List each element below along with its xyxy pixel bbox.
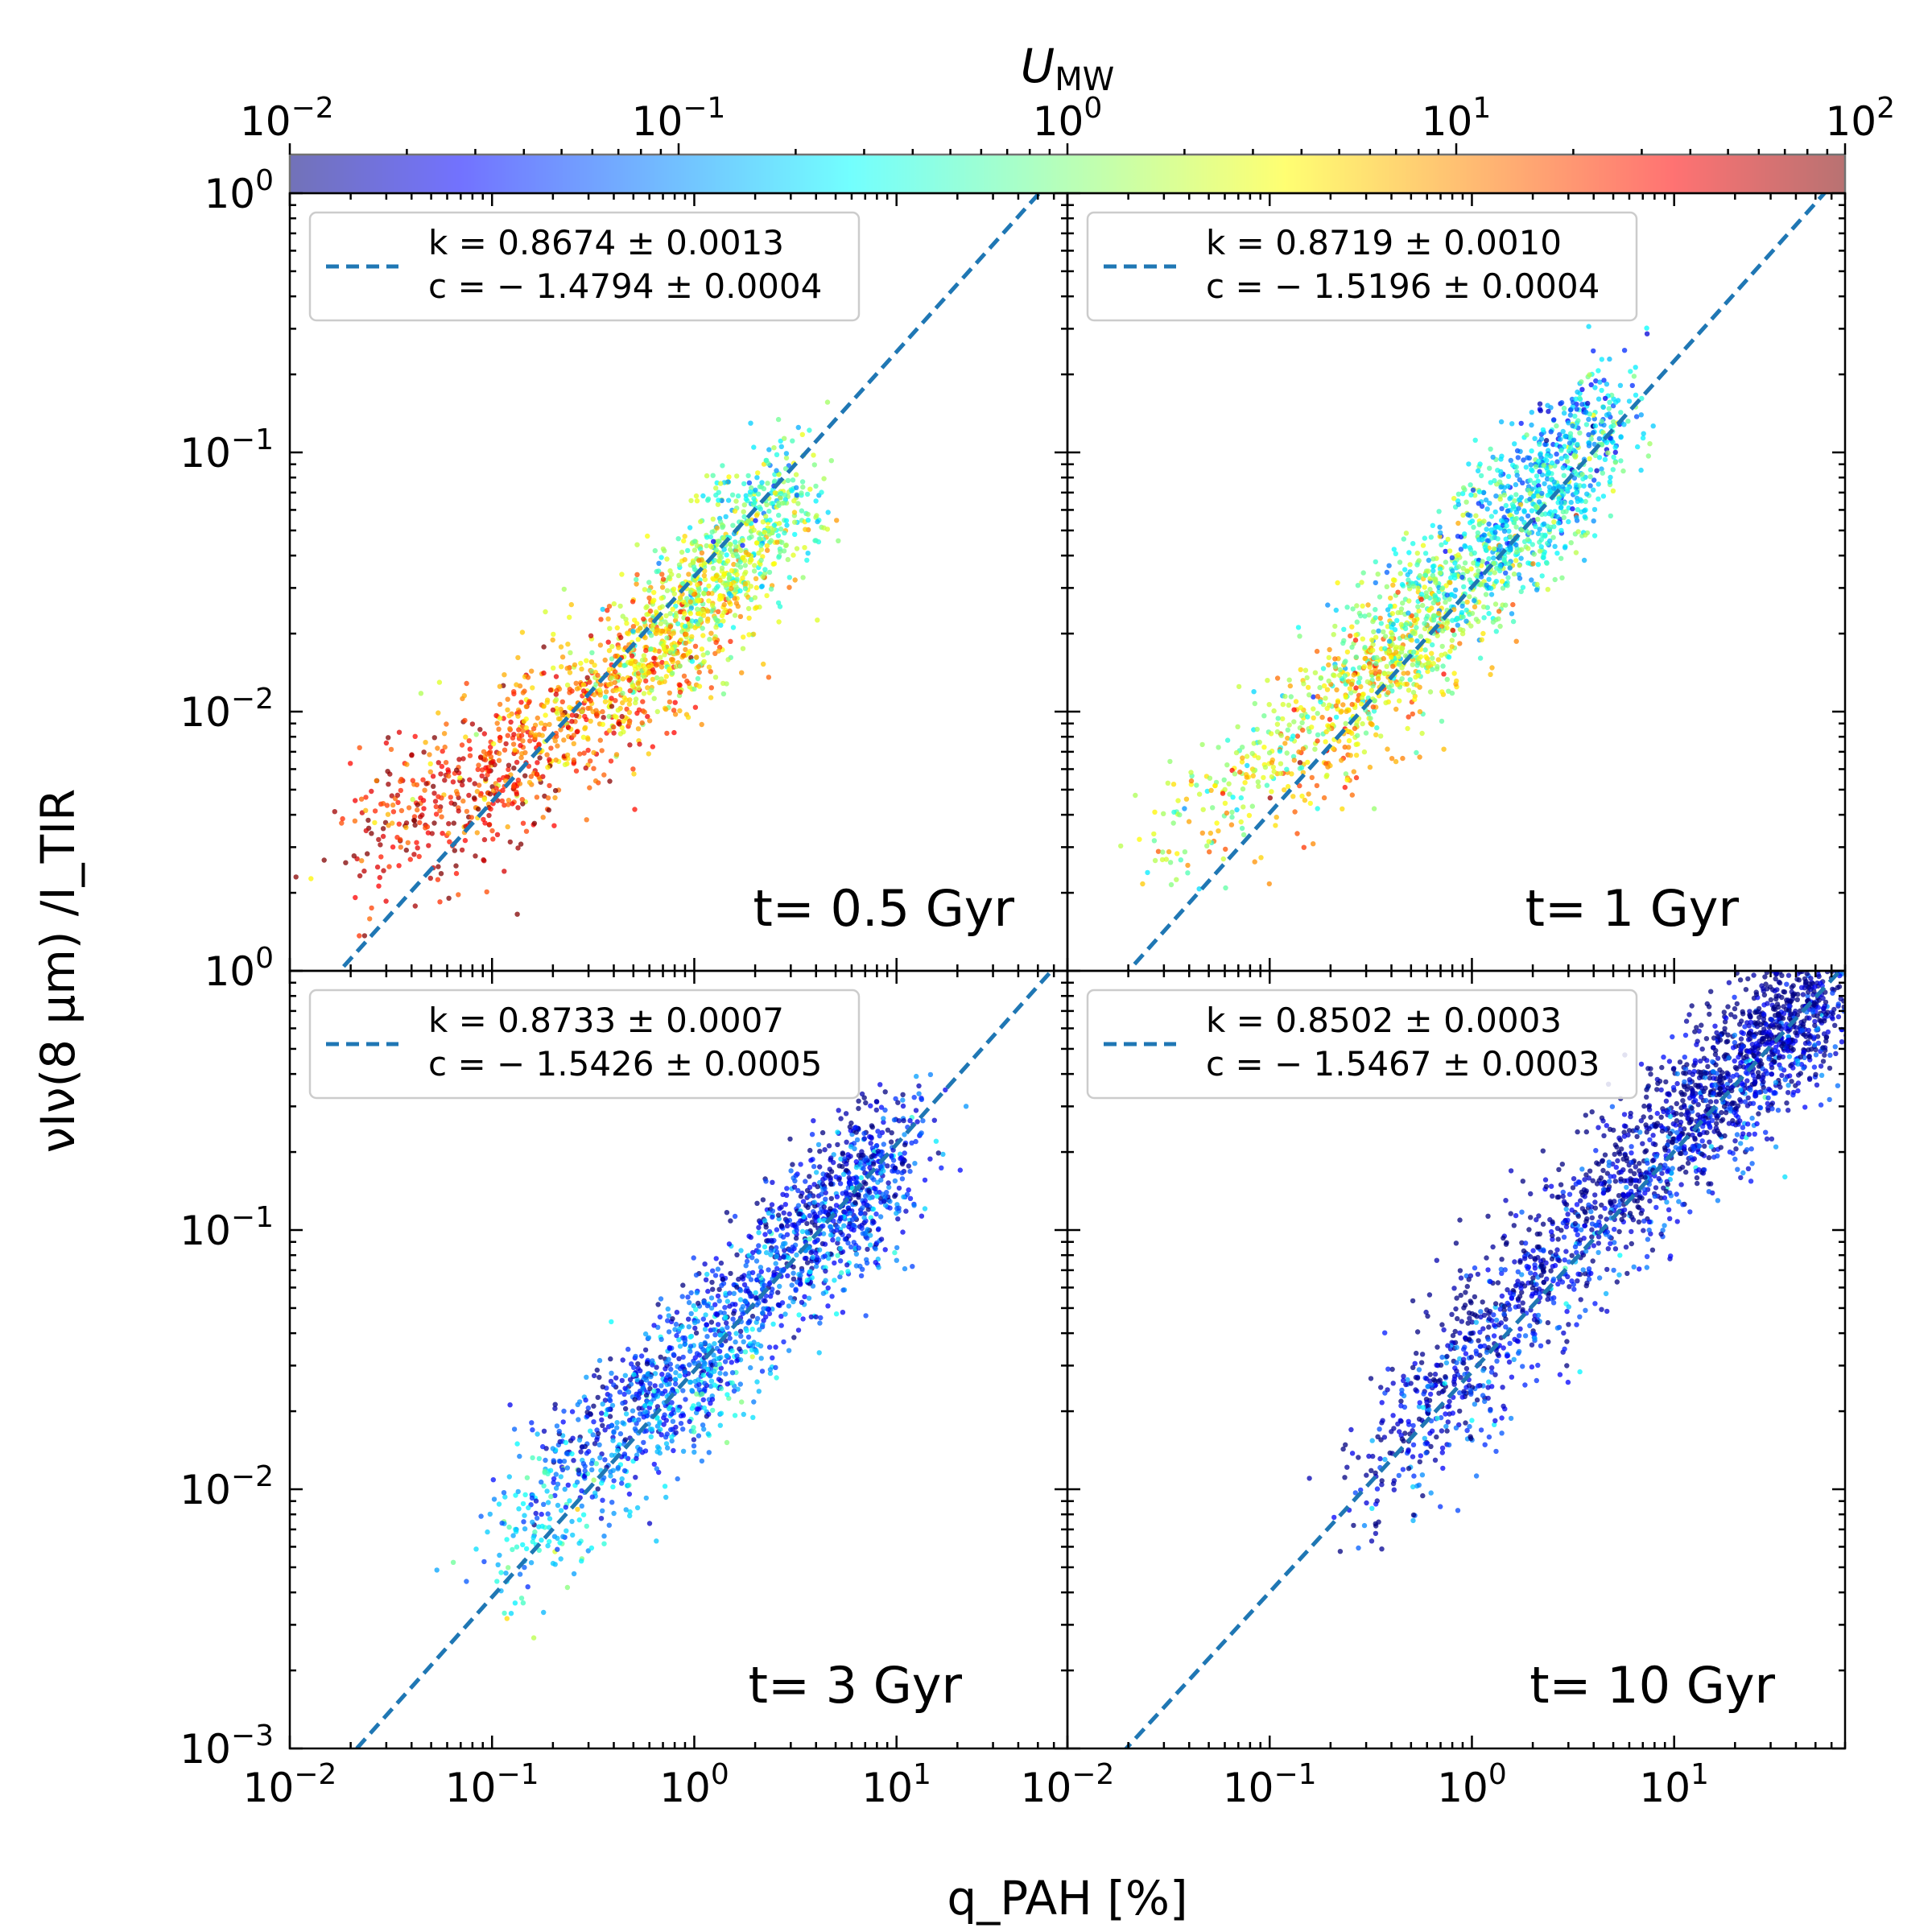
legend-c-p2: c = − 1.5196 ± 0.0004 (1206, 266, 1600, 306)
fit-line-p4 (1123, 971, 1843, 1748)
y-tick-label: 10−2 (180, 683, 274, 736)
panel-time-p1: t= 0.5 Gyr (753, 879, 1014, 938)
x-tick-label: 10−2 (243, 1758, 337, 1811)
fit-line-p2 (1125, 193, 1827, 971)
x-tick-label: 100 (659, 1758, 729, 1811)
panel-time-p3: t= 3 Gyr (749, 1656, 963, 1715)
legend-c-p3: c = − 1.5426 ± 0.0005 (428, 1044, 822, 1084)
panel-time-p4: t= 10 Gyr (1530, 1656, 1775, 1715)
tick-labels: 10−2 10−1 100 101 10−2 10−1 100 101 10−2 10−1 100 1… (180, 164, 1709, 1811)
panel-time-p2: t= 1 Gyr (1525, 879, 1740, 938)
x-tick-label: 101 (1639, 1758, 1709, 1811)
colorbar-tick-label: 101 (1422, 92, 1492, 145)
axis-ticks (288, 192, 1847, 1750)
legend-p4: k = 0.8502 ± 0.0003 c = − 1.5467 ± 0.000… (1086, 989, 1638, 1100)
y-tick-label: 100 (204, 942, 274, 995)
panel-4 (1123, 971, 1845, 1748)
fit-line-p3 (353, 971, 1055, 1748)
x-tick-label: 10−2 (1021, 1758, 1115, 1811)
scatter-points-p1 (293, 399, 841, 939)
x-tick-label: 10−1 (1223, 1758, 1317, 1811)
x-tick-label: 101 (861, 1758, 931, 1811)
y-tick-label: 10−3 (180, 1719, 274, 1773)
y-tick-label: 10−2 (180, 1460, 274, 1513)
scatter-points-p3 (434, 1071, 969, 1641)
y-axis-title: νIν(8 μm) /I_TIR (31, 789, 85, 1154)
panel-1 (293, 193, 1042, 971)
scatter-points-p4 (1307, 971, 1845, 1554)
colorbar-ticks: 10−2 10−1 100 101 102 (240, 92, 1895, 155)
legend-k-p1: k = 0.8674 ± 0.0013 (428, 223, 784, 262)
legend-p3: k = 0.8733 ± 0.0007 c = − 1.5426 ± 0.000… (308, 989, 861, 1100)
x-tick-label: 100 (1437, 1758, 1507, 1811)
x-tick-label: 10−1 (445, 1758, 539, 1811)
scatter-points-p2 (1118, 324, 1656, 892)
colorbar-tick-label: 100 (1033, 92, 1103, 145)
panel-frames (288, 192, 1847, 1750)
colorbar-gradient (288, 153, 1847, 195)
x-axis-title: q_PAH [%] (947, 1871, 1187, 1926)
legend-c-p4: c = − 1.5467 ± 0.0003 (1206, 1044, 1600, 1084)
panel-2 (1118, 193, 1827, 971)
colorbar: 10−2 10−1 100 101 102 UMW (240, 39, 1895, 195)
legend-k-p4: k = 0.8502 ± 0.0003 (1206, 1001, 1562, 1040)
legend-k-p3: k = 0.8733 ± 0.0007 (428, 1001, 784, 1040)
colorbar-tick-label: 10−1 (632, 92, 726, 145)
y-tick-label: 10−1 (180, 1201, 274, 1254)
fit-line-p1 (336, 193, 1042, 971)
legend-k-p2: k = 0.8719 ± 0.0010 (1206, 223, 1562, 262)
colorbar-label: UMW (1021, 39, 1115, 98)
legend-p2: k = 0.8719 ± 0.0010 c = − 1.5196 ± 0.000… (1086, 211, 1638, 322)
y-tick-label: 10−1 (180, 423, 274, 477)
colorbar-tick-label: 10−2 (240, 92, 334, 145)
panel-3 (353, 971, 1055, 1748)
legend-c-p1: c = − 1.4794 ± 0.0004 (428, 266, 822, 306)
colorbar-tick-label: 102 (1825, 92, 1895, 145)
legend-p1: k = 0.8674 ± 0.0013 c = − 1.4794 ± 0.000… (308, 211, 861, 322)
y-tick-label: 100 (204, 164, 274, 217)
